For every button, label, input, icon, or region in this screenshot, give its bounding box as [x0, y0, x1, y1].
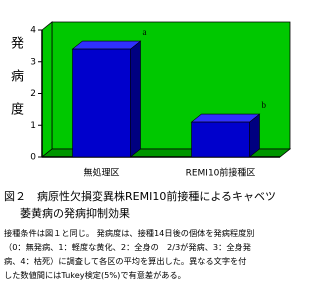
- y-tick-label: 4: [30, 26, 36, 36]
- bar: [72, 48, 131, 158]
- x-tick-label: 無処理区: [83, 167, 119, 179]
- bar-top: [71, 40, 142, 50]
- chart: 0 1 2 3 4 無処理区 a REMI10前接種区 b: [30, 21, 292, 179]
- caption-title: 図２ 病原性欠損変異株REMI10前接種によるキャベツ: [4, 190, 276, 203]
- caption-note: した数値間にはTukey検定(5%)で有意差がある。: [4, 270, 186, 280]
- y-tick-label: 1: [30, 121, 36, 131]
- y-axis-label: 発病度: [8, 36, 23, 135]
- annotation: b: [262, 100, 267, 110]
- caption-title: 萎黄病の発病抑制効果: [20, 207, 130, 220]
- bar-top: [190, 113, 261, 123]
- caption-note: 接種条件は図１と同じ。 発病度は、接種14日後の個体を発病程度別: [4, 228, 255, 238]
- caption-note: （0：無発病、1：軽度な黄化、2：全身の 2/3が発病、3：全身発: [4, 242, 251, 252]
- y-tick-label: 0: [30, 153, 36, 163]
- y-tick-label: 2: [30, 89, 36, 99]
- x-tick-label: REMI10前接種区: [186, 167, 256, 179]
- y-tick-label: 3: [30, 57, 36, 67]
- bar: [191, 121, 250, 158]
- side-wall: [41, 21, 53, 158]
- annotation: a: [143, 27, 147, 37]
- caption-note: 病、4：枯死）に調査して各区の平均を算出した。異なる文字を付: [4, 256, 247, 266]
- bar-side: [130, 40, 141, 158]
